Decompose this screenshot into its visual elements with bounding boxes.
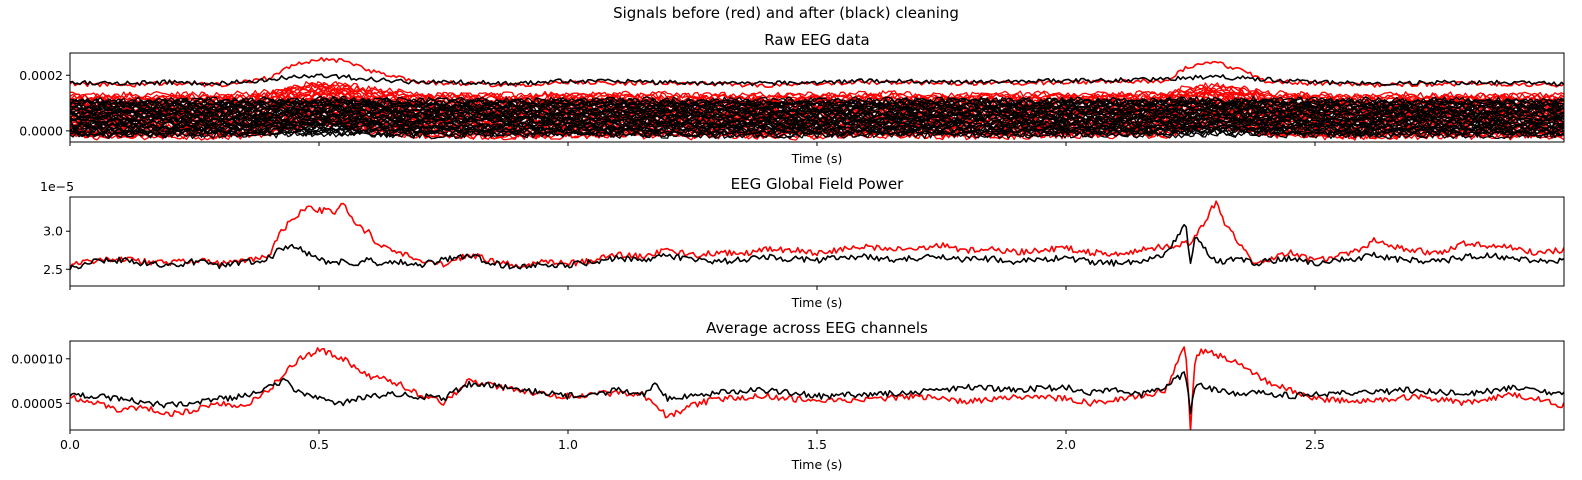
channel-line (70, 80, 1564, 100)
axes-title: EEG Global Field Power (731, 175, 905, 193)
y-tick-label: 2.5 (43, 262, 63, 277)
axes-title: Raw EEG data (764, 31, 869, 49)
x-axis-label: Time (s) (791, 295, 843, 310)
y-tick-label: 3.0 (43, 224, 63, 239)
y-tick-label: 0.0000 (19, 123, 63, 138)
figure-suptitle: Signals before (red) and after (black) c… (613, 4, 959, 22)
x-tick-label: 2.5 (1305, 437, 1325, 452)
series-line-before (70, 346, 1564, 430)
channel-line (70, 122, 1564, 132)
plot-area (70, 56, 1564, 141)
series-line-after (70, 371, 1564, 415)
y-tick-label: 0.00010 (11, 351, 63, 366)
series-line-after (70, 223, 1564, 271)
y-tick-label: 0.0002 (19, 68, 63, 83)
plot-area (70, 200, 1564, 271)
axes-3: Average across EEG channels 0.00005 0.0001… (11, 319, 1565, 472)
y-offset-text: 1e−5 (40, 179, 74, 194)
x-tick-label: 0.5 (309, 437, 329, 452)
x-tick-label: 1.0 (558, 437, 578, 452)
y-tick-label: 0.00005 (11, 396, 63, 411)
x-axis-label: Time (s) (791, 457, 843, 472)
x-tick-label: 2.0 (1056, 437, 1076, 452)
x-tick-label: 1.5 (807, 437, 827, 452)
top-channel-line (70, 73, 1564, 87)
x-tick-label: 0.0 (60, 437, 80, 452)
channel-line (70, 95, 1564, 105)
series-line-before (70, 200, 1564, 269)
channel-line (70, 104, 1564, 114)
axes-1: Raw EEG data 0.0000 0.0002 Time (s) (19, 31, 1565, 166)
series-after (70, 73, 1564, 140)
channel-line (70, 127, 1564, 136)
channel-line (70, 112, 1564, 122)
top-channel-line (70, 56, 1564, 88)
plot-area (70, 346, 1564, 430)
axes-2: EEG Global Field Power 2.5 3.0 Time (s) 1e−5 (40, 175, 1565, 310)
x-axis-label: Time (s) (791, 151, 843, 166)
axes-title: Average across EEG channels (706, 319, 928, 337)
